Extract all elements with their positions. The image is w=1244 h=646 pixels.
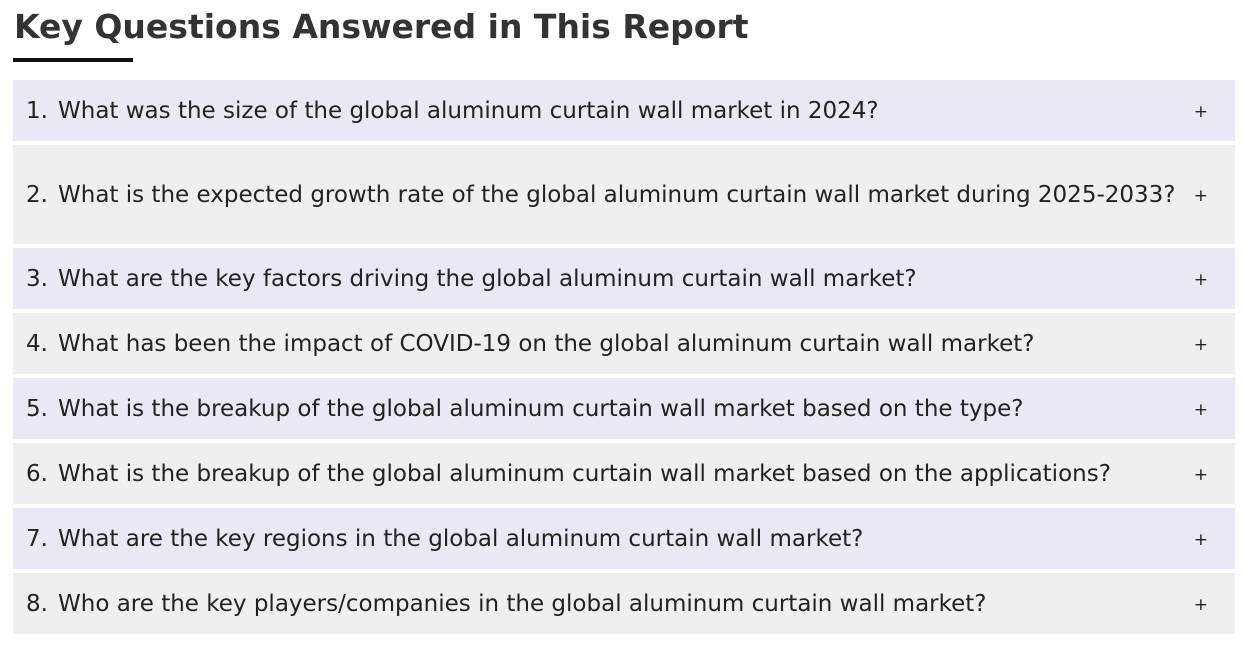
faq-question: What has been the impact of COVID-19 on … — [58, 330, 1035, 357]
faq-question: What is the breakup of the global alumin… — [58, 395, 1024, 422]
expand-plus-icon[interactable]: + — [1193, 529, 1208, 550]
faq-item-7[interactable]: 7. What are the key regions in the globa… — [13, 508, 1235, 569]
faq-item-4[interactable]: 4. What has been the impact of COVID-19 … — [13, 313, 1235, 374]
faq-number: 7. — [26, 525, 48, 552]
expand-plus-icon[interactable]: + — [1193, 594, 1208, 615]
expand-plus-icon[interactable]: + — [1193, 399, 1208, 420]
faq-item-6[interactable]: 6. What is the breakup of the global alu… — [13, 443, 1235, 504]
faq-number: 2. — [26, 181, 48, 208]
expand-plus-icon[interactable]: + — [1193, 101, 1208, 122]
faq-item-1[interactable]: 1. What was the size of the global alumi… — [13, 80, 1235, 141]
faq-number: 6. — [26, 460, 48, 487]
expand-plus-icon[interactable]: + — [1193, 269, 1208, 290]
faq-number: 1. — [26, 97, 48, 124]
faq-number: 5. — [26, 395, 48, 422]
faq-item-5[interactable]: 5. What is the breakup of the global alu… — [13, 378, 1235, 439]
faq-item-3[interactable]: 3. What are the key factors driving the … — [13, 248, 1235, 309]
expand-plus-icon[interactable]: + — [1193, 334, 1208, 355]
expand-plus-icon[interactable]: + — [1193, 464, 1208, 485]
faq-question: What are the key regions in the global a… — [58, 525, 864, 552]
faq-question: What was the size of the global aluminum… — [58, 97, 879, 124]
faq-question: What is the breakup of the global alumin… — [58, 460, 1111, 487]
faq-question: What is the expected growth rate of the … — [58, 181, 1176, 208]
faq-number: 4. — [26, 330, 48, 357]
faq-item-2[interactable]: 2. What is the expected growth rate of t… — [13, 145, 1235, 244]
faq-accordion: 1. What was the size of the global alumi… — [13, 80, 1235, 638]
faq-number: 8. — [26, 590, 48, 617]
faq-number: 3. — [26, 265, 48, 292]
faq-question: What are the key factors driving the glo… — [58, 265, 917, 292]
faq-item-8[interactable]: 8. Who are the key players/companies in … — [13, 573, 1235, 634]
faq-question: Who are the key players/companies in the… — [58, 590, 987, 617]
section-title: Key Questions Answered in This Report — [14, 7, 749, 46]
title-underline — [13, 58, 133, 62]
expand-plus-icon[interactable]: + — [1193, 185, 1208, 206]
